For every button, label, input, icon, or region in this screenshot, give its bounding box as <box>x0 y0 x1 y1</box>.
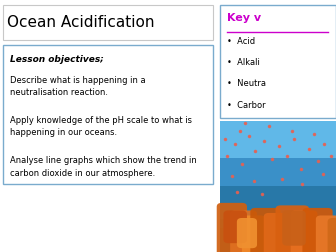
Bar <box>220 121 336 193</box>
Text: Key v: Key v <box>227 13 261 23</box>
Text: Apply knowledge of the pH scale to what is
happening in our oceans.: Apply knowledge of the pH scale to what … <box>10 116 192 137</box>
FancyBboxPatch shape <box>316 215 336 252</box>
Bar <box>220 121 336 158</box>
Bar <box>220 228 336 252</box>
FancyBboxPatch shape <box>276 205 309 252</box>
FancyBboxPatch shape <box>230 210 257 252</box>
FancyBboxPatch shape <box>3 45 213 184</box>
FancyBboxPatch shape <box>282 210 306 246</box>
Text: Ocean Acidification: Ocean Acidification <box>7 15 154 30</box>
FancyBboxPatch shape <box>264 213 291 252</box>
Text: •  Acid: • Acid <box>227 37 255 46</box>
FancyBboxPatch shape <box>223 210 247 243</box>
FancyBboxPatch shape <box>237 218 257 248</box>
FancyBboxPatch shape <box>328 218 336 252</box>
Text: Describe what is happening in a
neutralisation reaction.: Describe what is happening in a neutrali… <box>10 76 146 97</box>
FancyBboxPatch shape <box>242 215 265 252</box>
Text: •  Alkali: • Alkali <box>227 58 260 67</box>
FancyBboxPatch shape <box>220 5 336 118</box>
FancyBboxPatch shape <box>250 208 281 252</box>
Text: Lesson objectives;: Lesson objectives; <box>10 55 104 65</box>
FancyBboxPatch shape <box>3 5 213 40</box>
FancyBboxPatch shape <box>291 210 318 252</box>
Bar <box>220 186 336 219</box>
Bar <box>220 121 336 252</box>
Text: Analyse line graphs which show the trend in
carbon dioxide in our atmosphere.: Analyse line graphs which show the trend… <box>10 156 197 178</box>
Text: •  Carbor: • Carbor <box>227 101 265 110</box>
FancyBboxPatch shape <box>217 203 247 252</box>
FancyBboxPatch shape <box>302 208 333 252</box>
Text: •  Neutra: • Neutra <box>227 79 266 88</box>
